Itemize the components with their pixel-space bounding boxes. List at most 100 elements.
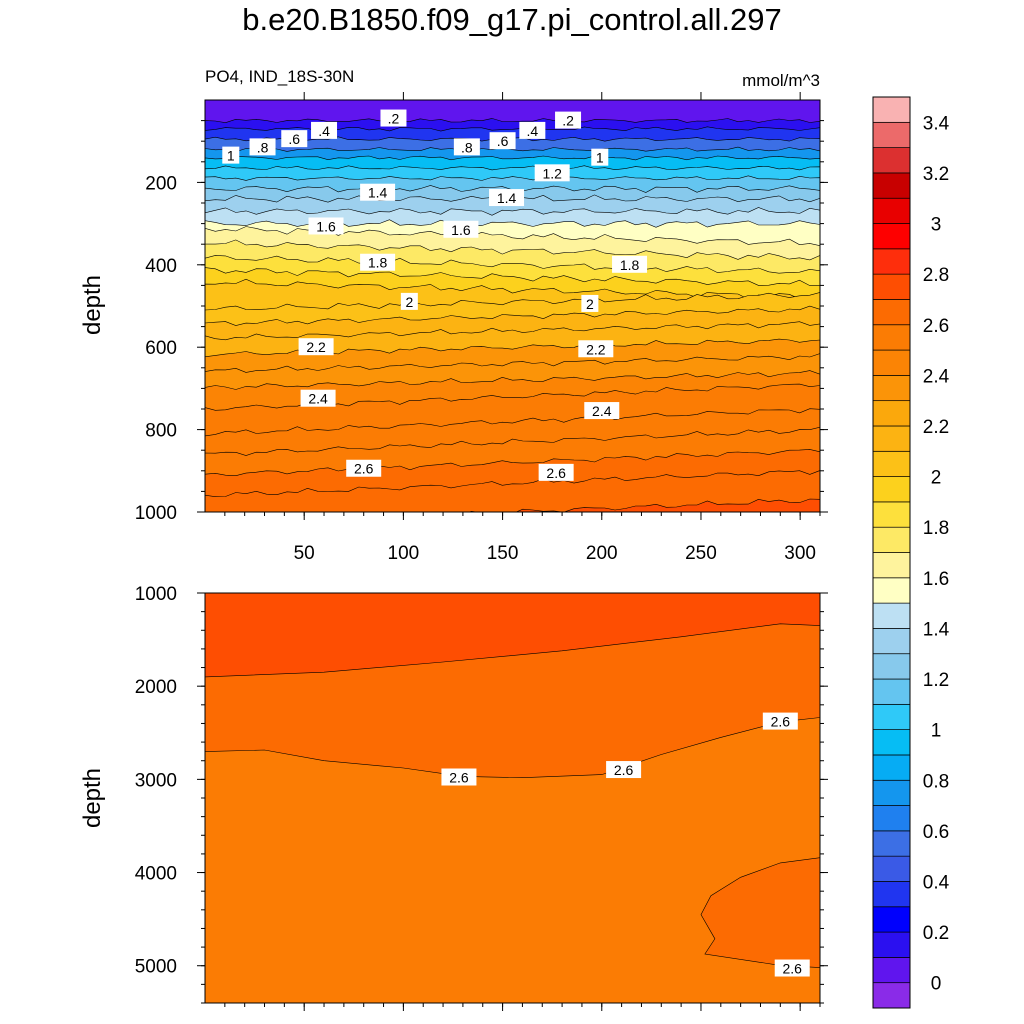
contour-label: .4 [318,123,330,139]
contour-label: 1.6 [316,218,336,234]
colorbar-label: 1.6 [923,569,949,590]
contour-label-box [762,712,798,730]
contour-label-box [538,463,574,481]
colorbar-cell [872,96,911,123]
colorbar-cell [872,375,911,402]
contour-label: .6 [288,131,300,147]
contour-label-box [606,761,642,779]
colorbar-cell [872,703,911,730]
y-tick-label: 800 [145,421,177,442]
contour-band [468,498,820,512]
colorbar-label: 3.2 [923,164,949,185]
colorbar-cell [872,172,911,199]
contour-label: 1 [227,148,235,164]
colorbar-label: 0.8 [923,771,949,792]
x-tick-label: 50 [294,543,315,564]
contour-label-box [380,109,407,127]
contour-label-box [534,164,570,182]
contour-label-box [584,402,620,420]
contour-label: 2.6 [782,961,802,977]
contour-label-box [311,121,338,139]
contour-label-box [222,146,240,164]
colorbar-label: 2.4 [923,366,950,387]
colorbar-cell [872,349,911,376]
x-tick-label: 250 [685,543,717,564]
colorbar-cell [872,653,911,680]
colorbar-cell [872,628,911,655]
contour-label-box [578,340,614,358]
contour-label-box [612,255,648,273]
y-tick-label: 3000 [135,770,177,791]
colorbar-cell [872,931,911,958]
colorbar-cell [872,450,911,477]
contour-label-box [249,138,276,156]
colorbar-cell [872,805,911,832]
colorbar-cell [872,248,911,275]
colorbar-cell [872,501,911,528]
lower-contour-field [205,593,820,1003]
colorbar-cell [872,324,911,351]
contour-label: 2.6 [614,762,634,778]
colorbar-cell [872,855,911,882]
colorbar-cell [872,299,911,326]
lower-ylabel: depth [79,768,106,828]
colorbar-cell [872,476,911,503]
contour-label-box [453,138,480,156]
contour-label: 2.6 [354,461,374,477]
contour-label-box [489,132,516,150]
colorbar-cell [872,779,911,806]
colorbar-cell [872,957,911,984]
contour-label-box [346,459,382,477]
colorbar-frame [872,96,911,1009]
contour-label-box [400,292,418,310]
colorbar-cell [872,121,911,148]
upper-left-label: PO4, IND_18S-30N [205,67,354,86]
contour-label: .2 [562,113,574,129]
colorbar-label: 0.4 [923,872,950,893]
y-tick-label: 1000 [135,584,177,605]
colorbar-cell [872,223,911,250]
colorbar-cell [872,906,911,933]
upper-ylabel: depth [79,275,106,335]
contour-label-box [519,121,546,139]
x-tick-label: 100 [388,543,420,564]
colorbar-cell [872,273,911,300]
contour-label: 2.4 [308,391,328,407]
contour-label: 1.8 [620,257,640,273]
contour-label-box [581,294,599,312]
contour-label: 2.6 [546,465,566,481]
figure-title: b.e20.B1850.f09_g17.pi_control.all.297 [242,2,782,37]
x-tick-label: 300 [784,543,816,564]
colorbar-label: 1.4 [923,619,950,640]
contour-band [205,470,820,512]
colorbar-label: 3 [931,215,942,236]
contour-label-box [308,217,344,235]
colorbar-label: 2.6 [923,316,949,337]
colorbar-label: 2.2 [923,417,949,438]
colorbar-label: 1 [931,721,942,742]
contour-label: 2.2 [586,341,606,357]
colorbar-cell [872,147,911,174]
y-tick-label: 5000 [135,957,177,978]
y-tick-label: 400 [145,256,177,277]
contour-label: 2.6 [449,770,469,786]
contour-label: 2.6 [771,714,791,730]
contour-label: 1.4 [368,185,388,201]
contour-label-box [443,220,479,238]
colorbar-label: 0.6 [923,822,949,843]
contour-label: .8 [257,139,269,155]
colorbar-label: 0 [931,974,942,995]
y-tick-label: 4000 [135,864,177,885]
contour-label-box [281,130,308,148]
y-tick-label: 200 [145,173,177,194]
contour-label-box [489,189,525,207]
upper-wedge [205,593,820,678]
contour-label: 2.2 [306,339,326,355]
y-tick-label: 2000 [135,677,177,698]
contour-label: 2 [405,294,413,310]
contour-label: .8 [461,139,473,155]
colorbar-label: 0.2 [923,923,949,944]
colorbar-cell [872,526,911,553]
colorbar-cell [872,678,911,705]
